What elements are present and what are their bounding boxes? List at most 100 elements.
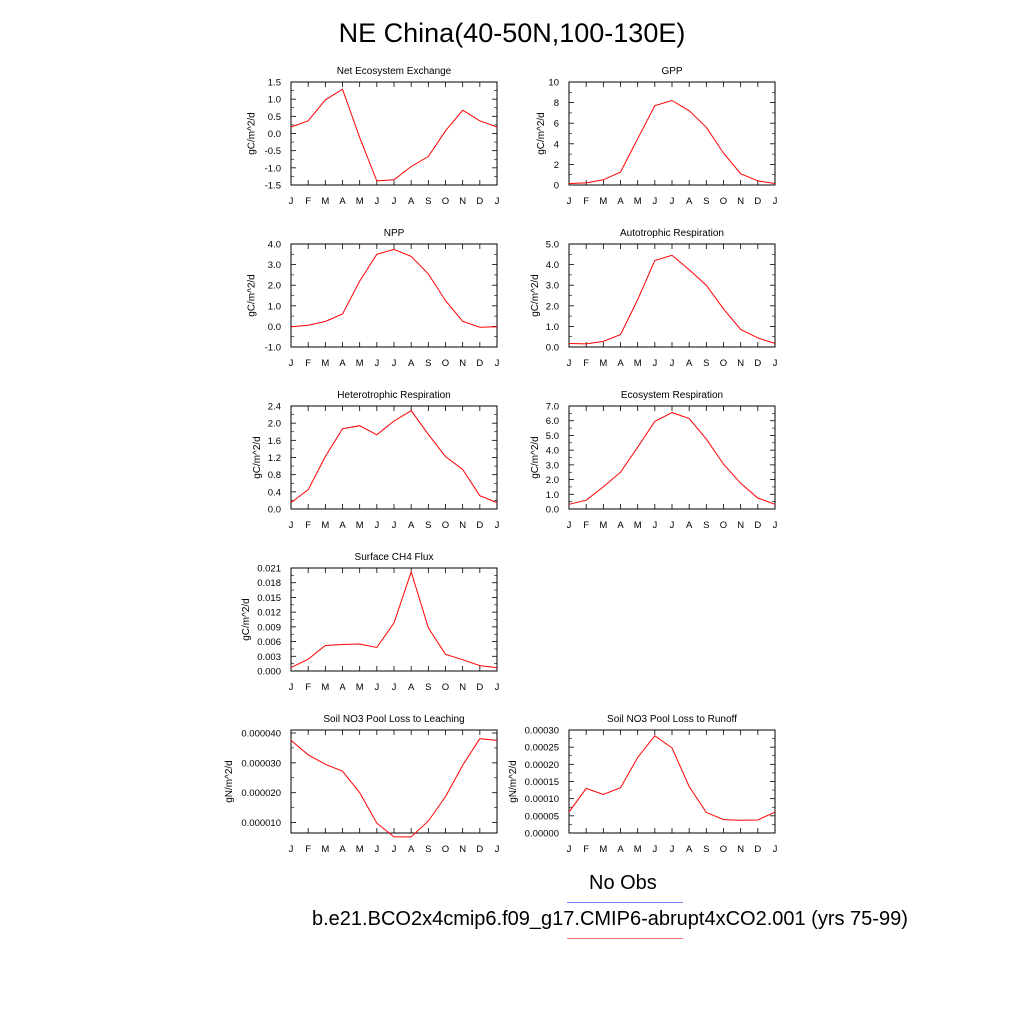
x-tick-label: N (737, 520, 744, 531)
y-tick-label: 0.003 (257, 652, 281, 663)
y-tick-label: 0.8 (268, 470, 281, 481)
y-tick-label: 1.6 (268, 436, 281, 447)
y-tick-label: 2.4 (268, 402, 281, 413)
y-tick-label: -1.5 (265, 181, 281, 192)
y-tick-label: 0.000 (257, 667, 281, 678)
x-tick-label: J (567, 844, 572, 855)
x-tick-label: M (321, 520, 329, 531)
x-tick-label: A (408, 196, 415, 207)
x-tick-label: J (392, 196, 397, 207)
y-tick-label: 0.00010 (525, 794, 559, 805)
x-tick-label: J (392, 682, 397, 693)
x-tick-label: J (652, 358, 657, 369)
y-tick-label: 0.021 (257, 564, 281, 575)
x-tick-label: M (599, 844, 607, 855)
y-tick-label: 0.4 (268, 487, 281, 498)
x-tick-label: J (289, 520, 294, 531)
panel-title: Autotrophic Respiration (620, 228, 724, 239)
y-tick-label: 0.0 (268, 129, 281, 140)
y-tick-label: 0.0 (268, 505, 281, 516)
x-tick-label: J (773, 520, 778, 531)
series-line (290, 738, 498, 838)
panel-title: Ecosystem Respiration (621, 390, 723, 401)
y-tick-label: 2.0 (268, 419, 281, 430)
y-tick-label: 1.2 (268, 453, 281, 464)
x-tick-label: S (425, 196, 431, 207)
y-tick-label: 10 (548, 78, 559, 89)
y-tick-label: 2 (554, 160, 559, 171)
x-tick-label: N (459, 682, 466, 693)
x-tick-label: J (670, 358, 675, 369)
x-tick-label: M (321, 844, 329, 855)
x-tick-label: S (703, 844, 709, 855)
panel-frame (290, 567, 498, 672)
x-tick-label: J (567, 358, 572, 369)
x-tick-label: J (392, 520, 397, 531)
y-tick-label: 5.0 (546, 431, 559, 442)
x-tick-label: J (374, 358, 379, 369)
y-tick-label: 0.0 (268, 322, 281, 333)
y-tick-label: 2.0 (268, 281, 281, 292)
x-tick-label: J (670, 520, 675, 531)
y-tick-label: 3.0 (268, 260, 281, 271)
x-tick-label: N (459, 844, 466, 855)
x-tick-label: D (754, 358, 761, 369)
y-tick-label: 0.00005 (525, 811, 559, 822)
y-tick-label: 5.0 (546, 240, 559, 251)
x-tick-label: S (425, 520, 431, 531)
y-tick-label: 0.5 (268, 112, 281, 123)
x-tick-label: M (356, 196, 364, 207)
x-tick-label: J (495, 196, 500, 207)
y-tick-label: 0.018 (257, 578, 281, 589)
legend-obs-line (567, 902, 683, 903)
y-tick-label: 0.006 (257, 637, 281, 648)
x-tick-label: J (652, 844, 657, 855)
y-tick-label: -1.0 (265, 163, 281, 174)
y-tick-label: 0 (554, 181, 559, 192)
panel-title: Surface CH4 Flux (355, 552, 434, 563)
y-axis-label: gC/m^2/d (247, 274, 258, 317)
x-tick-label: O (442, 358, 449, 369)
x-tick-label: A (408, 358, 415, 369)
y-axis-label: gN/m^2/d (508, 760, 519, 803)
y-axis-label: gC/m^2/d (530, 274, 541, 317)
x-tick-label: D (476, 844, 483, 855)
x-tick-label: J (773, 844, 778, 855)
x-tick-label: J (670, 844, 675, 855)
panel-title: Net Ecosystem Exchange (337, 66, 452, 77)
x-tick-label: M (599, 520, 607, 531)
y-tick-label: 3.0 (546, 281, 559, 292)
page-title: NE China(40-50N,100-130E) (338, 18, 686, 48)
x-tick-label: J (495, 520, 500, 531)
x-tick-label: A (339, 358, 346, 369)
x-tick-label: D (476, 520, 483, 531)
panel-frame (568, 729, 776, 834)
panel-title: Soil NO3 Pool Loss to Runoff (607, 714, 737, 725)
panel-frame (568, 81, 776, 186)
y-axis-label: gC/m^2/d (530, 436, 541, 479)
x-tick-label: S (703, 520, 709, 531)
x-tick-label: O (720, 520, 727, 531)
x-tick-label: D (754, 844, 761, 855)
y-axis-label: gC/m^2/d (536, 112, 547, 155)
x-tick-label: D (476, 196, 483, 207)
x-tick-label: D (754, 520, 761, 531)
y-tick-label: -1.0 (265, 343, 281, 354)
y-tick-label: 0.000040 (241, 728, 281, 739)
x-tick-label: J (495, 844, 500, 855)
x-tick-label: J (289, 196, 294, 207)
y-tick-label: 4.0 (268, 240, 281, 251)
y-tick-label: 1.0 (546, 322, 559, 333)
x-tick-label: M (599, 196, 607, 207)
series-line (568, 735, 776, 821)
panel-frame (290, 729, 498, 834)
x-tick-label: O (720, 844, 727, 855)
y-axis-label: gC/m^2/d (241, 598, 252, 641)
y-tick-label: 1.5 (268, 78, 281, 89)
